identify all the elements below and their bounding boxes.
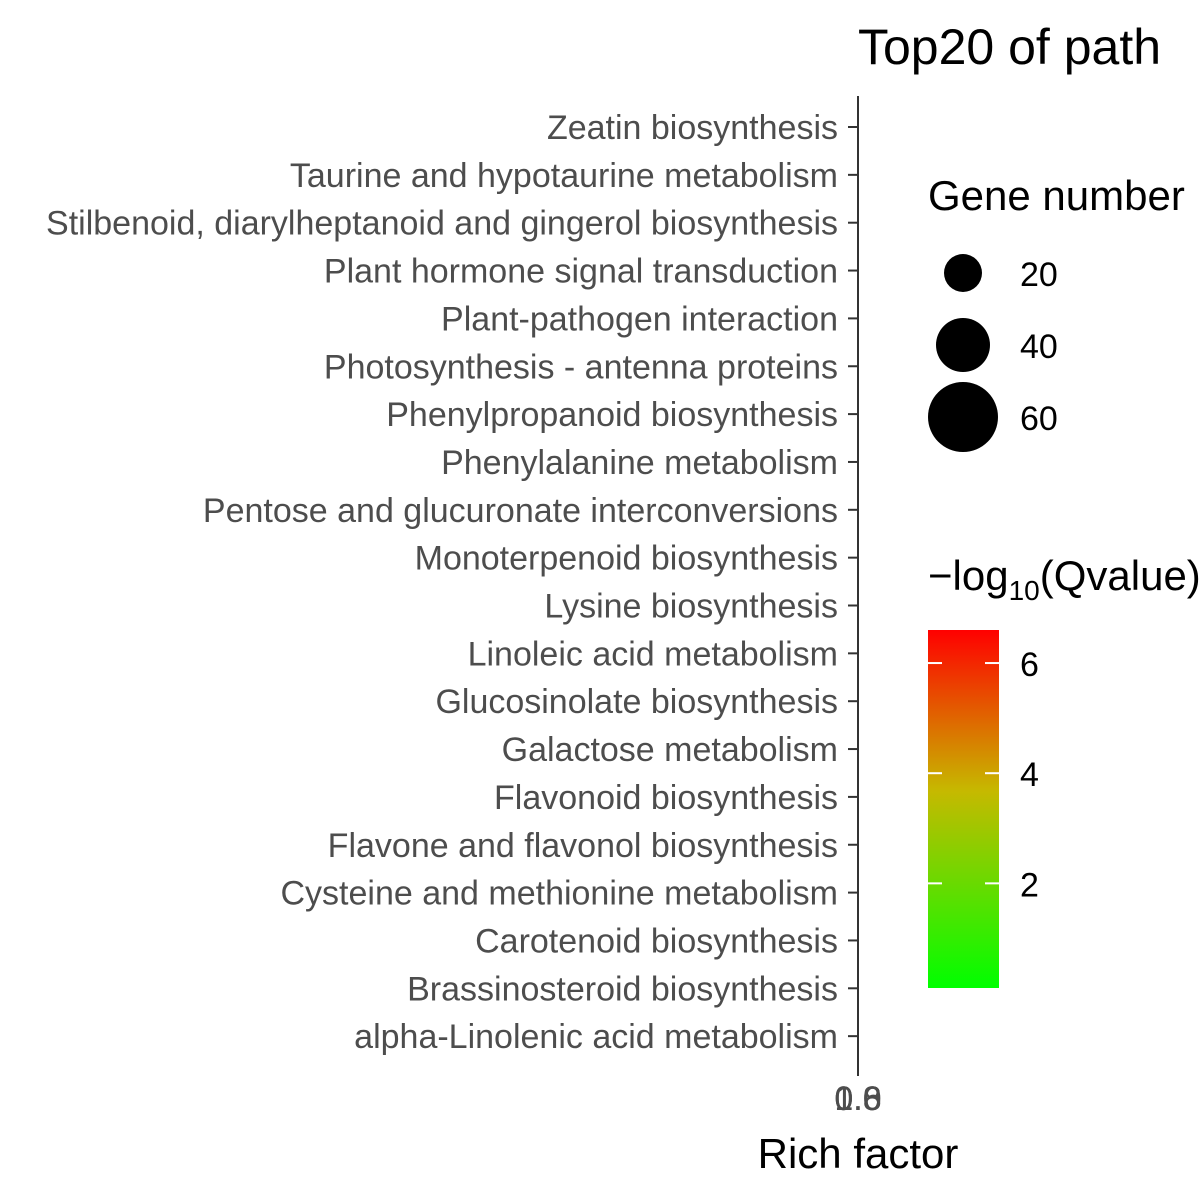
y-tick-label: Cysteine and methionine metabolism [280, 875, 838, 913]
y-tick-label: Plant-pathogen interaction [441, 300, 838, 338]
size-legend-key [936, 318, 990, 372]
color-legend-label: 6 [1020, 646, 1039, 684]
y-tick-label: Glucosinolate biosynthesis [435, 683, 838, 721]
y-tick-label: Phenylalanine metabolism [441, 444, 838, 482]
y-tick-label: Linoleic acid metabolism [468, 635, 838, 673]
y-tick-label: Photosynthesis - antenna proteins [324, 348, 838, 386]
x-tick-label: 1.0 [834, 1080, 881, 1118]
chart-title: Top20 of path [858, 19, 1161, 75]
y-tick-label: Stilbenoid, diarylheptanoid and gingerol… [46, 205, 838, 243]
y-tick-label: Flavone and flavonol biosynthesis [328, 827, 838, 865]
size-legend-key [944, 254, 982, 292]
x-axis-title: Rich factor [758, 1130, 959, 1177]
y-tick-label: alpha-Linolenic acid metabolism [354, 1018, 838, 1056]
y-tick-label: Monoterpenoid biosynthesis [415, 540, 838, 578]
y-tick-label: Pentose and glucuronate interconversions [203, 492, 838, 530]
x-axis: 0.60.81.0 [834, 1066, 882, 1118]
y-tick-label: Flavonoid biosynthesis [494, 779, 838, 817]
size-legend: 20 40 60 [928, 254, 1058, 452]
color-legend-title: −log10(Qvalue) [928, 552, 1200, 606]
size-legend-label: 60 [1020, 400, 1058, 438]
y-tick-label: Carotenoid biosynthesis [475, 922, 838, 960]
size-legend-title: Gene number [928, 172, 1185, 219]
size-legend-label: 20 [1020, 256, 1058, 294]
x-tick-label: 0.8 [834, 1080, 881, 1118]
color-legend-label: 2 [1020, 866, 1039, 904]
color-legend-label: 4 [1020, 756, 1039, 794]
color-legend-title-prefix: −log [928, 552, 1009, 599]
color-legend: 2 4 6 [928, 646, 1039, 904]
color-legend-title-main: (Qvalue) [1040, 552, 1200, 599]
y-tick-label: Lysine biosynthesis [544, 588, 838, 626]
size-legend-key [928, 382, 998, 452]
y-axis: Zeatin biosynthesis Taurine and hypotauri… [46, 96, 859, 1066]
y-tick-label: Phenylpropanoid biosynthesis [386, 396, 838, 434]
color-legend-title-sub: 10 [1009, 575, 1040, 606]
size-legend-label: 40 [1020, 328, 1058, 366]
y-tick-label: Plant hormone signal transduction [324, 253, 838, 291]
y-tick-label: Brassinosteroid biosynthesis [407, 970, 838, 1008]
y-tick-label: Zeatin biosynthesis [547, 109, 838, 147]
y-tick-label: Taurine and hypotaurine metabolism [290, 157, 838, 195]
y-tick-label: Galactose metabolism [502, 731, 838, 769]
color-legend-bar [928, 630, 999, 988]
x-tick-label: 0.6 [834, 1080, 881, 1118]
